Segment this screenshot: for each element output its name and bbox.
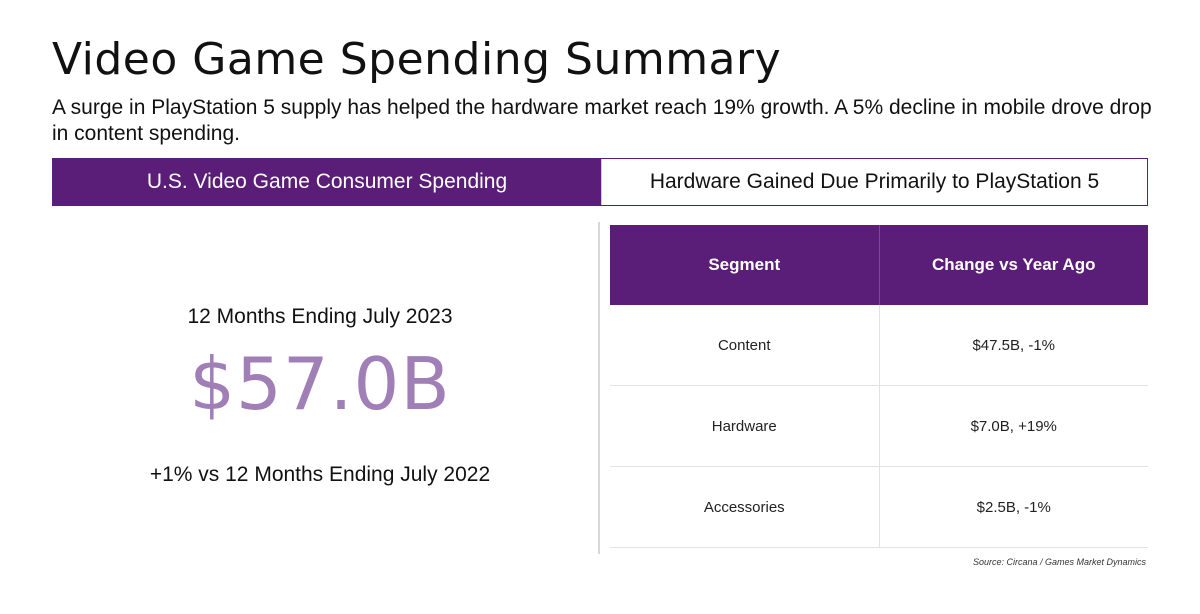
- table-cell-segment: Content: [610, 305, 880, 386]
- kpi-period-label: 12 Months Ending July 2023: [187, 305, 453, 328]
- table-row-accessories: Accessories $2.5B, -1%: [610, 466, 1148, 548]
- table-cell-change: $2.5B, -1%: [879, 466, 1148, 548]
- section-banner: U.S. Video Game Consumer Spending Hardwa…: [52, 158, 1148, 206]
- table-cell-change: $7.0B, +19%: [879, 385, 1148, 467]
- source-note: Source: Circana / Games Market Dynamics: [972, 557, 1146, 567]
- column-header-change: Change vs Year Ago: [879, 225, 1148, 305]
- kpi-comparison: +1% vs 12 Months Ending July 2022: [149, 463, 491, 486]
- table-cell-segment: Hardware: [610, 385, 880, 467]
- kpi-value: $57.0B: [189, 342, 451, 426]
- table-cell-segment: Accessories: [610, 466, 880, 548]
- banner-right-label: Hardware Gained Due Primarily to PlaySta…: [601, 159, 1147, 205]
- table-header-row: Segment Change vs Year Ago: [610, 225, 1148, 305]
- table-row-content: Content $47.5B, -1%: [610, 305, 1148, 386]
- table-row-hardware: Hardware $7.0B, +19%: [610, 385, 1148, 467]
- column-header-segment: Segment: [610, 225, 880, 305]
- segment-table: Segment Change vs Year Ago Content $47.5…: [610, 225, 1148, 548]
- segment-table-panel: Segment Change vs Year Ago Content $47.5…: [598, 222, 1150, 554]
- page-title: Video Game Spending Summary: [52, 34, 782, 85]
- banner-left-label: U.S. Video Game Consumer Spending: [53, 159, 601, 205]
- table-cell-change: $47.5B, -1%: [879, 305, 1148, 386]
- page-subtitle: A surge in PlayStation 5 supply has help…: [52, 96, 1152, 145]
